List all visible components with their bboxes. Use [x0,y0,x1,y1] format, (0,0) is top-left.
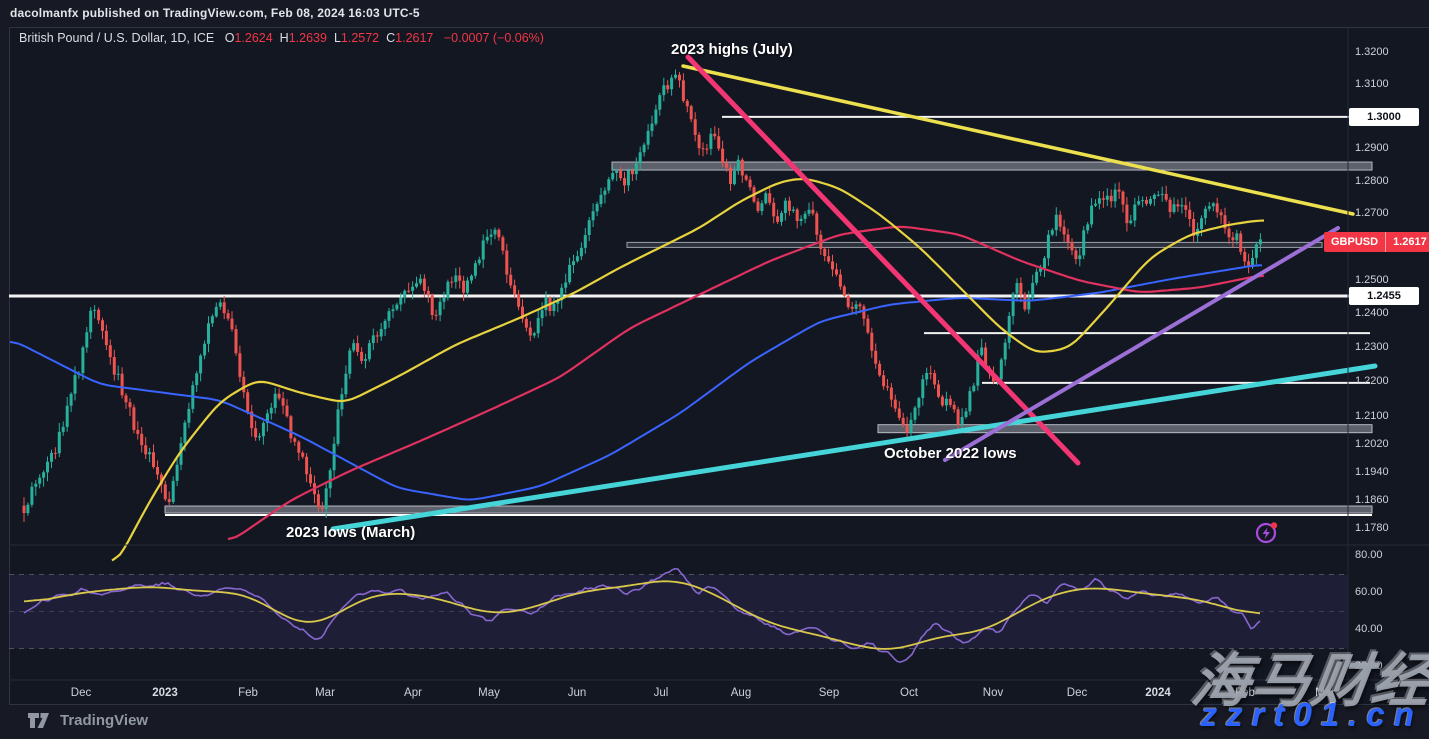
time-label: Feb [1235,687,1255,699]
rsi-label: 60.00 [1355,586,1383,598]
price-label: 1.2800 [1355,174,1389,187]
ohlc-letter: L [333,31,341,45]
time-label: May [478,687,500,699]
time-label: Mar [1315,687,1335,699]
time-label: 2024 [1145,687,1171,699]
support-resistance-band [877,424,1373,434]
boost-button[interactable] [1254,519,1280,545]
ascending-cyan-trendline [330,363,1378,532]
watermark-url: zzrt01.cn [1200,696,1423,733]
rsi-band [9,574,1348,649]
time-label: Jul [653,687,669,699]
time-label: 2023 [152,687,178,699]
ma-crimson-100 [227,225,1265,541]
price-label: 1.1940 [1355,465,1389,478]
steep-pink-trendline [685,54,1081,466]
symbol-title: British Pound / U.S. Dollar, 1D, ICE [19,31,215,45]
ohlc-value: 1.2572 [340,31,380,45]
symbol-price-badge: GBPUSD 1.2617 [1324,231,1429,252]
time-label: Feb [238,687,258,699]
price-alert-badge-1-2455: 1.2455 [1349,286,1419,305]
support-resistance-band [164,505,1373,514]
time-label: Oct [900,687,918,699]
ohlc-value: 1.2639 [288,31,327,45]
price-label: 1.2020 [1355,437,1389,450]
price-label: 1.2300 [1355,341,1389,354]
time-label: Apr [404,687,422,699]
publish-top-bar: dacolmanfx published on TradingView.com,… [0,0,1429,27]
price-label: 1.2700 [1355,207,1389,220]
time-label: Dec [70,687,92,699]
price-label: 1.3200 [1355,46,1389,58]
ohlc-value: 1.2624 [234,31,273,45]
symbol-header: British Pound / U.S. Dollar, 1D, ICE O1.… [19,31,544,45]
chart-annotation: 2023 highs (July) [671,41,793,58]
up-candle-bodies [26,74,1262,514]
time-label: Jun [567,687,587,699]
chart-annotation: 2023 lows (March) [286,524,416,541]
tradingview-logo-text: TradingView [60,712,149,729]
time-label: Aug [730,687,752,699]
ohlc-letter: H [279,31,289,45]
time-label: Mar [315,687,335,699]
up-candle-wicks [27,69,1261,518]
ohlc-letter: O [224,31,235,45]
price-label: 1.2900 [1355,142,1389,155]
lightning-icon [1255,522,1278,544]
chart-annotation: October 2022 lows [884,445,1017,462]
time-label: Nov [982,687,1004,699]
change-readout: −0.0007 (−0.06%) [443,31,544,45]
tradingview-logo[interactable]: TradingView [28,712,148,729]
rsi-label: 20.00 [1355,660,1383,672]
time-label: Dec [1066,687,1088,699]
rsi-label: 80.00 [1355,549,1383,561]
symbol-price-badge-symbol: GBPUSD [1331,235,1379,248]
rsi-line [23,567,1261,664]
ohlc-value: 1.2617 [395,31,434,45]
ohlc-letter: C [386,31,396,45]
symbol-price-badge-divider [1385,231,1387,252]
price-label: 1.3100 [1355,77,1389,90]
price-label: 1.2100 [1355,409,1389,422]
down-candle-bodies [22,74,1251,513]
price-label: 1.2500 [1355,273,1389,286]
symbol-price-badge-price: 1.2617 [1393,235,1427,248]
ma-blue-200 [9,264,1263,501]
descending-yellow-trendline [681,64,1355,216]
rsi-ma-line [23,580,1261,650]
price-label: 1.1860 [1355,493,1389,506]
tradingview-logo-icon [28,713,49,728]
price-label: 1.2400 [1355,307,1389,320]
ohlc-readout: O1.2624 H1.2639 L1.2572 C1.2617 [218,31,434,45]
ma-yellow-50 [111,178,1265,562]
support-resistance-band [611,161,1373,171]
support-resistance-band [626,241,1323,248]
notification-dot [1270,522,1278,529]
publish-info-text: dacolmanfx published on TradingView.com,… [10,6,420,20]
price-label: 1.1780 [1355,522,1389,534]
price-alert-badge-1-3000: 1.3000 [1349,107,1419,126]
price-label: 1.2200 [1355,375,1389,388]
ascending-purple-trendline [943,226,1340,462]
rsi-label: 40.00 [1355,623,1383,635]
time-label: Sep [818,687,840,699]
